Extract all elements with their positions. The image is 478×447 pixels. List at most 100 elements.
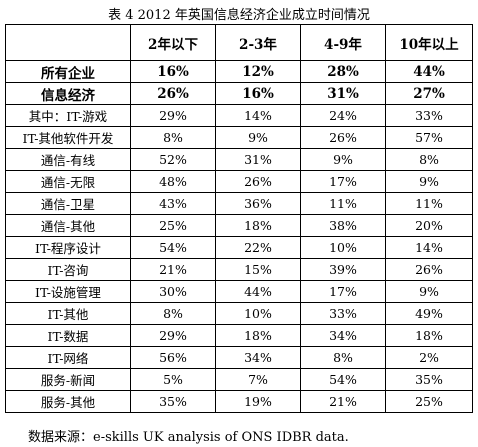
cell: 8% <box>130 302 216 325</box>
cell: 24% <box>300 104 386 127</box>
cell: 5% <box>130 368 216 391</box>
cell: 18% <box>385 324 473 347</box>
cell: 22% <box>215 236 301 259</box>
cell: 54% <box>300 368 386 391</box>
row-label: 信息经济 <box>5 82 131 105</box>
table-row: IT-程序设计 54% 22% 10% 14% <box>5 236 473 259</box>
cell: 14% <box>215 104 301 127</box>
cell: 9% <box>385 170 473 193</box>
cell: 33% <box>385 104 473 127</box>
cell: 8% <box>130 126 216 149</box>
cell: 30% <box>130 280 216 303</box>
cell: 38% <box>300 214 386 237</box>
cell: 49% <box>385 302 473 325</box>
cell: 28% <box>300 60 386 83</box>
row-label: IT-其他软件开发 <box>5 126 131 149</box>
cell: 56% <box>130 346 216 369</box>
cell: 16% <box>215 82 301 105</box>
row-label: IT-网络 <box>5 346 131 369</box>
cell: 11% <box>300 192 386 215</box>
row-label: IT-程序设计 <box>5 236 131 259</box>
cell: 25% <box>130 214 216 237</box>
table-body: 2年以下 2-3年 4-9年 10年以上 所有企业 16% 12% 28% 44% 信息经济 26%… <box>5 24 473 413</box>
row-label: 通信-无限 <box>5 170 131 193</box>
cell: 10% <box>215 302 301 325</box>
cell: 20% <box>385 214 473 237</box>
cell: 44% <box>215 280 301 303</box>
cell: 48% <box>130 170 216 193</box>
table-row: IT-数据 29% 18% 34% 18% <box>5 324 473 347</box>
cell: 31% <box>215 148 301 171</box>
cell: 9% <box>300 148 386 171</box>
cell: 44% <box>385 60 473 83</box>
row-label: 通信-其他 <box>5 214 131 237</box>
header-row: 2年以下 2-3年 4-9年 10年以上 <box>5 24 473 61</box>
table-row: 服务-新闻 5% 7% 54% 35% <box>5 368 473 391</box>
cell: 35% <box>385 368 473 391</box>
table-row: 通信-其他 25% 18% 38% 20% <box>5 214 473 237</box>
cell: 26% <box>385 258 473 281</box>
table-row: IT-网络 56% 34% 8% 2% <box>5 346 473 369</box>
source-note: 数据来源：e-skills UK analysis of ONS IDBR da… <box>28 430 349 445</box>
cell: 10% <box>300 236 386 259</box>
row-label: IT-数据 <box>5 324 131 347</box>
cell: 31% <box>300 82 386 105</box>
cell: 35% <box>130 390 216 413</box>
row-label: 服务-其他 <box>5 390 131 413</box>
table-row: 通信-有线 52% 31% 9% 8% <box>5 148 473 171</box>
column-header: 2-3年 <box>215 24 301 61</box>
column-header: 2年以下 <box>130 24 216 61</box>
cell: 16% <box>130 60 216 83</box>
table-row: 所有企业 16% 12% 28% 44% <box>5 60 473 83</box>
cell: 27% <box>385 82 473 105</box>
table-row: 服务-其他 35% 19% 21% 25% <box>5 390 473 413</box>
cell: 21% <box>130 258 216 281</box>
cell: 8% <box>385 148 473 171</box>
cell: 26% <box>215 170 301 193</box>
row-label: IT-其他 <box>5 302 131 325</box>
table-row: 通信-无限 48% 26% 17% 9% <box>5 170 473 193</box>
cell: 17% <box>300 280 386 303</box>
table-row: 通信-卫星 43% 36% 11% 11% <box>5 192 473 215</box>
cell: 26% <box>300 126 386 149</box>
cell: 26% <box>130 82 216 105</box>
table-row: IT-其他 8% 10% 33% 49% <box>5 302 473 325</box>
table-row: 其中：IT-游戏 29% 14% 24% 33% <box>5 104 473 127</box>
cell: 18% <box>215 214 301 237</box>
cell: 9% <box>385 280 473 303</box>
column-header: 4-9年 <box>300 24 386 61</box>
column-header: 10年以上 <box>385 24 473 61</box>
cell: 14% <box>385 236 473 259</box>
cell: 29% <box>130 104 216 127</box>
cell: 15% <box>215 258 301 281</box>
cell: 9% <box>215 126 301 149</box>
cell: 34% <box>300 324 386 347</box>
table-row: 信息经济 26% 16% 31% 27% <box>5 82 473 105</box>
cell: 39% <box>300 258 386 281</box>
cell: 54% <box>130 236 216 259</box>
cell: 36% <box>215 192 301 215</box>
cell: 7% <box>215 368 301 391</box>
cell: 43% <box>130 192 216 215</box>
cell: 11% <box>385 192 473 215</box>
row-label: 其中：IT-游戏 <box>5 104 131 127</box>
cell: 29% <box>130 324 216 347</box>
cell: 34% <box>215 346 301 369</box>
row-label: 通信-有线 <box>5 148 131 171</box>
row-label: 服务-新闻 <box>5 368 131 391</box>
cell: 2% <box>385 346 473 369</box>
cell: 8% <box>300 346 386 369</box>
row-label: IT-咨询 <box>5 258 131 281</box>
cell: 18% <box>215 324 301 347</box>
cell: 25% <box>385 390 473 413</box>
row-label: IT-设施管理 <box>5 280 131 303</box>
cell: 21% <box>300 390 386 413</box>
cell: 19% <box>215 390 301 413</box>
table-row: IT-咨询 21% 15% 39% 26% <box>5 258 473 281</box>
cell: 17% <box>300 170 386 193</box>
corner-cell <box>5 24 131 61</box>
cell: 33% <box>300 302 386 325</box>
row-label: 通信-卫星 <box>5 192 131 215</box>
table-title: 表 4 2012 年英国信息经济企业成立时间情况 <box>108 8 370 23</box>
